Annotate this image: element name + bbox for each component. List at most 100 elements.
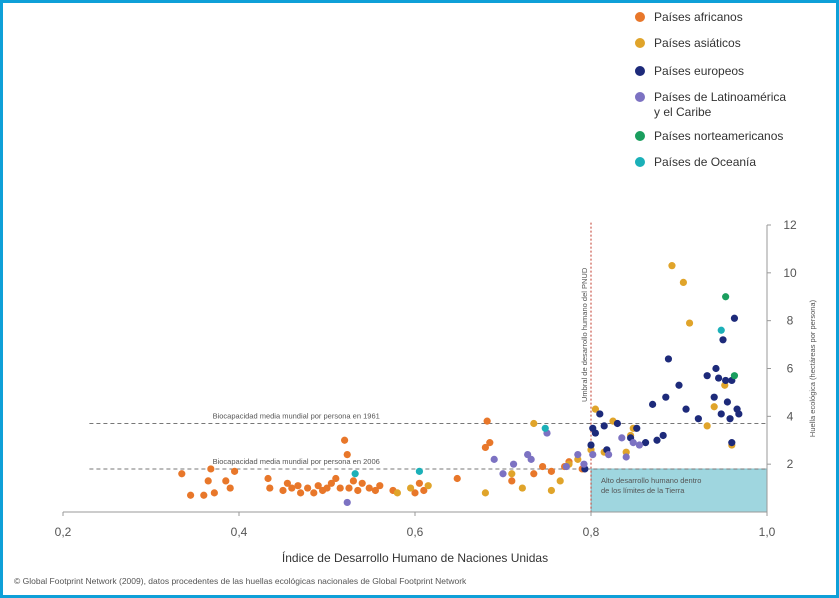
point-latam xyxy=(629,439,637,447)
point-asia xyxy=(407,484,415,492)
point-africa xyxy=(279,486,287,495)
point-asia xyxy=(668,262,676,270)
point-asia xyxy=(710,403,718,411)
point-africa xyxy=(411,489,419,497)
point-africa xyxy=(453,474,461,483)
point-europe xyxy=(649,400,657,408)
legend-marker-europe xyxy=(635,66,645,76)
point-africa xyxy=(358,479,366,487)
point-africa xyxy=(547,467,556,475)
legend-label-africa: Países africanos xyxy=(654,10,743,24)
point-europe xyxy=(653,436,661,444)
point-europe xyxy=(664,355,673,363)
point-europe xyxy=(587,441,595,449)
legend-marker-north-america xyxy=(635,131,645,141)
point-africa xyxy=(288,484,296,492)
point-europe xyxy=(675,381,683,389)
point-africa xyxy=(266,484,274,492)
point-africa xyxy=(530,470,538,478)
point-europe xyxy=(735,410,743,418)
point-africa xyxy=(336,484,344,492)
point-africa xyxy=(304,484,312,492)
point-asia xyxy=(685,319,694,327)
box-label-line2: de los límites de la Tierra xyxy=(601,486,685,495)
point-asia xyxy=(556,477,564,485)
point-latam xyxy=(343,498,351,507)
point-europe xyxy=(694,415,702,423)
legend-label-asia: Países asiáticos xyxy=(654,36,741,50)
point-europe xyxy=(710,393,718,401)
point-africa xyxy=(283,479,291,487)
source-credit: © Global Footprint Network (2009), datos… xyxy=(14,576,467,586)
point-europe xyxy=(659,431,667,440)
point-africa xyxy=(508,477,516,485)
x-tick-label: 0,6 xyxy=(407,525,424,539)
point-asia xyxy=(481,489,489,497)
point-latam xyxy=(580,460,588,468)
point-africa xyxy=(481,443,489,452)
point-latam xyxy=(499,470,507,478)
point-africa xyxy=(297,489,305,497)
point-africa xyxy=(222,477,230,485)
point-africa xyxy=(226,484,234,492)
legend-marker-latam xyxy=(635,92,645,102)
point-africa xyxy=(310,489,318,497)
x-tick-label: 0,8 xyxy=(583,525,600,539)
y-tick-label: 10 xyxy=(783,266,797,280)
point-oceania xyxy=(351,470,359,478)
point-europe xyxy=(712,364,720,373)
legend-marker-asia xyxy=(635,38,645,48)
point-latam xyxy=(618,434,626,442)
point-latam xyxy=(622,453,630,461)
point-europe xyxy=(728,439,736,447)
y-tick-label: 2 xyxy=(787,457,794,471)
point-africa xyxy=(341,436,349,444)
y-tick-label: 4 xyxy=(787,409,794,423)
y-axis-ticks: 2 4 6 8 10 12 xyxy=(767,218,797,471)
legend-marker-africa xyxy=(635,12,645,22)
point-latam xyxy=(589,451,597,459)
point-africa xyxy=(415,479,423,487)
data-points xyxy=(178,262,743,507)
point-africa xyxy=(371,486,379,495)
y-tick-label: 6 xyxy=(787,362,794,376)
point-latam xyxy=(605,451,613,459)
point-latam xyxy=(527,455,535,463)
point-africa xyxy=(314,482,322,490)
point-asia xyxy=(393,489,401,497)
legend-label-north-america: Países norteamericanos xyxy=(654,129,783,143)
point-latam xyxy=(574,451,582,459)
point-europe xyxy=(682,405,690,413)
point-oceania xyxy=(541,424,549,432)
legend-marker-oceania xyxy=(635,157,645,167)
point-latam xyxy=(562,462,570,471)
point-europe xyxy=(717,410,725,418)
point-latam xyxy=(490,455,498,463)
point-africa xyxy=(207,465,215,473)
y-axis-title: Huella ecológica (hectáreas por persona) xyxy=(808,299,817,437)
point-africa xyxy=(376,482,384,490)
point-europe xyxy=(715,374,723,382)
point-latam xyxy=(509,460,518,468)
point-europe xyxy=(662,393,670,401)
legend-label-oceania: Países de Oceanía xyxy=(654,155,756,169)
point-africa xyxy=(420,486,428,495)
point-africa xyxy=(486,439,494,447)
legend: Países africanos Países asiáticos Países… xyxy=(635,10,786,169)
point-north-america xyxy=(730,372,739,380)
point-europe xyxy=(613,419,622,428)
legend-label-europe: Países europeos xyxy=(654,64,744,78)
point-africa xyxy=(365,484,373,492)
point-europe xyxy=(730,314,739,322)
point-asia xyxy=(591,405,600,413)
point-africa xyxy=(178,470,186,478)
point-africa xyxy=(323,484,331,492)
biocapacity-2006-label: Biocapacidad media mundial por persona e… xyxy=(213,457,380,466)
point-africa xyxy=(200,491,208,499)
point-africa xyxy=(210,489,218,497)
point-europe xyxy=(719,336,727,344)
point-africa xyxy=(332,474,340,483)
point-europe xyxy=(722,376,730,385)
point-africa xyxy=(204,477,212,485)
point-oceania xyxy=(717,326,725,334)
